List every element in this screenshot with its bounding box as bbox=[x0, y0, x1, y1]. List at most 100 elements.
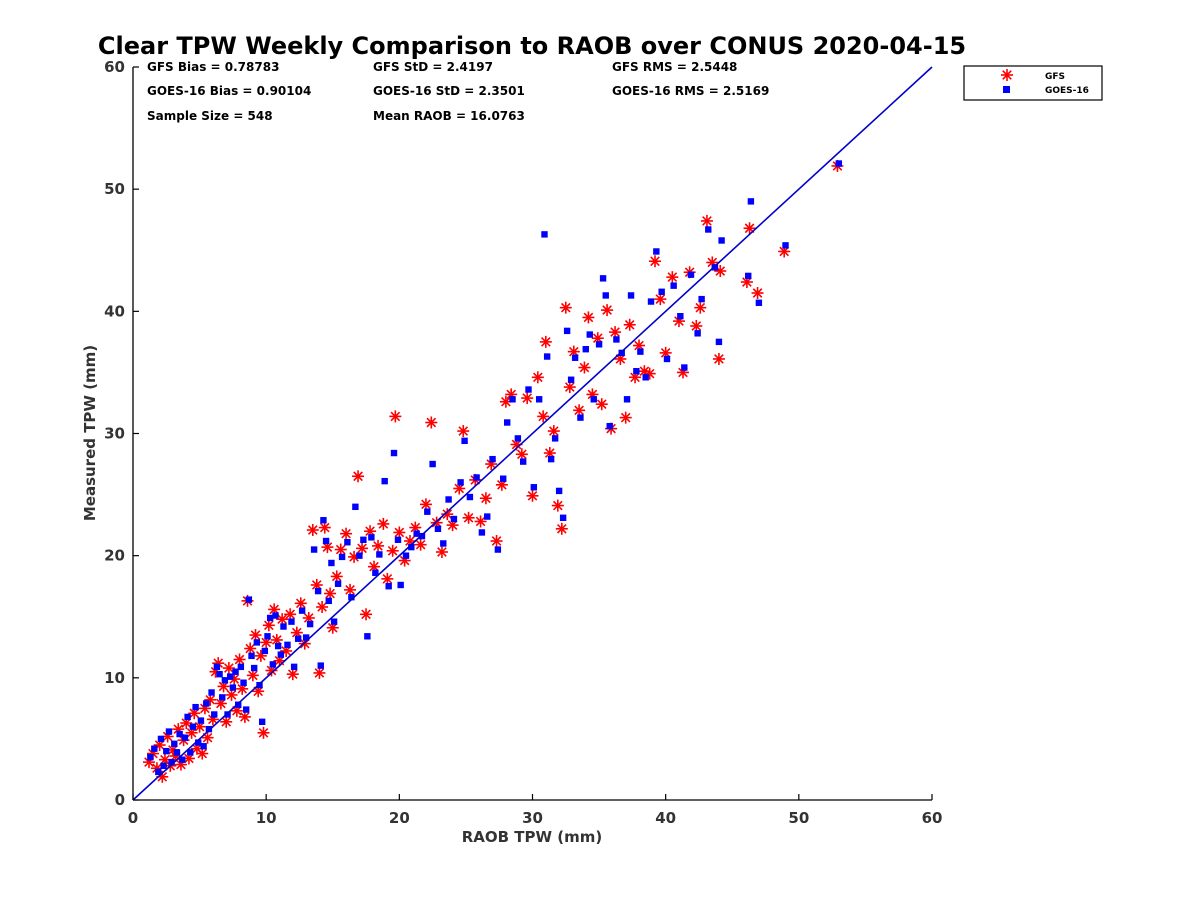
goes-16-point bbox=[633, 367, 640, 375]
goes-16-point bbox=[176, 730, 183, 738]
goes-16-point bbox=[288, 618, 295, 625]
goes-16-point bbox=[211, 711, 218, 718]
goes-16-point bbox=[356, 552, 363, 559]
goes-16-point bbox=[418, 532, 426, 540]
goes-16-point bbox=[290, 663, 298, 671]
goes-16-point bbox=[314, 587, 322, 595]
gfs-point bbox=[521, 392, 534, 405]
gfs-point bbox=[386, 544, 399, 557]
goes-16-point bbox=[461, 437, 468, 445]
goes-16-point bbox=[602, 292, 609, 299]
gfs-point bbox=[649, 255, 662, 268]
gfs-point bbox=[306, 524, 319, 537]
goes-16-point bbox=[586, 331, 593, 338]
gfs-point bbox=[743, 222, 756, 235]
gfs-point bbox=[537, 410, 550, 423]
goes-16-point bbox=[328, 559, 335, 567]
goes-16-point bbox=[192, 703, 199, 711]
goes-16-point bbox=[256, 681, 263, 689]
goes-16-point bbox=[155, 768, 162, 776]
goes-16-point bbox=[242, 706, 250, 713]
x-tick-label: 30 bbox=[522, 809, 543, 827]
gfs-point bbox=[244, 642, 257, 655]
gfs-point bbox=[377, 517, 390, 530]
goes-16-point bbox=[277, 651, 285, 658]
gfs-point bbox=[462, 511, 475, 524]
goes-16-point bbox=[360, 536, 367, 543]
x-axis-label: RAOB TPW (mm) bbox=[462, 828, 603, 846]
gfs-point bbox=[555, 522, 568, 535]
goes-16-point bbox=[543, 353, 551, 360]
goes-16-point bbox=[715, 338, 723, 346]
goes-16-point bbox=[181, 734, 189, 741]
goes-16-point bbox=[434, 525, 442, 532]
chart-title: Clear TPW Weekly Comparison to RAOB over… bbox=[98, 32, 966, 60]
goes-16-point bbox=[711, 264, 719, 271]
gfs-point bbox=[609, 326, 622, 339]
gfs-point bbox=[217, 680, 230, 693]
goes-16-point bbox=[320, 517, 327, 524]
gfs-point bbox=[324, 587, 337, 600]
goes-16-point bbox=[248, 652, 255, 660]
gfs-point bbox=[238, 710, 251, 723]
goes-16-point bbox=[187, 749, 194, 756]
goes-16-point bbox=[782, 242, 789, 249]
goes-16-point bbox=[189, 723, 197, 730]
gfs-point bbox=[360, 608, 373, 621]
gfs-point bbox=[578, 361, 591, 374]
legend-asterisk bbox=[1001, 69, 1013, 81]
y-axis-label: Measured TPW (mm) bbox=[81, 345, 99, 521]
gfs-point bbox=[214, 697, 227, 710]
stat-mean-raob: Mean RAOB = 16.0763 bbox=[373, 109, 525, 123]
goes-16-point bbox=[567, 376, 575, 383]
goes-16-point bbox=[205, 725, 213, 733]
gfs-point bbox=[712, 352, 725, 365]
goes-16-point bbox=[232, 668, 239, 675]
goes-16-point bbox=[582, 346, 589, 353]
x-ticks: 0 10 20 30 40 50 60 bbox=[128, 794, 942, 827]
y-tick-label: 40 bbox=[104, 302, 125, 320]
legend-label-goes-16: GOES-16 bbox=[1045, 86, 1089, 96]
goes-16-point bbox=[195, 739, 202, 746]
goes-16-point bbox=[445, 496, 452, 503]
goes-16-point bbox=[466, 493, 474, 501]
gfs-point bbox=[196, 747, 209, 760]
plot-area: 0 10 20 30 40 50 60 0 10 20 30 40 50 60 bbox=[104, 58, 942, 827]
goes-16-point bbox=[402, 552, 410, 559]
gfs-point bbox=[225, 688, 238, 701]
goes-16-point bbox=[547, 455, 555, 463]
x-tick-label: 20 bbox=[389, 809, 410, 827]
gfs-point bbox=[233, 653, 246, 666]
goes-16-point bbox=[563, 327, 571, 335]
goes-16-point bbox=[687, 271, 695, 278]
gfs-point bbox=[479, 492, 492, 505]
goes-16-point bbox=[372, 569, 379, 576]
legend-marker-goes-16 bbox=[1003, 86, 1010, 93]
y-tick-label: 60 bbox=[104, 58, 125, 76]
goes-16-point bbox=[284, 641, 291, 649]
goes-16-point bbox=[658, 288, 665, 295]
gfs-point bbox=[563, 381, 576, 394]
gfs-point bbox=[539, 335, 552, 348]
goes-16-point bbox=[208, 689, 215, 696]
goes-16-point bbox=[397, 581, 404, 589]
goes-16-point bbox=[364, 633, 371, 640]
gfs-point bbox=[414, 538, 427, 551]
gfs-point bbox=[290, 626, 303, 639]
gfs-point bbox=[694, 301, 707, 314]
goes-16-point bbox=[237, 663, 245, 671]
goes-16-point bbox=[500, 475, 507, 482]
goes-16-point bbox=[306, 620, 314, 628]
gfs-point bbox=[344, 583, 357, 596]
goes-16-point bbox=[653, 248, 660, 255]
goes-16-point bbox=[269, 661, 277, 668]
goes-16-point bbox=[647, 298, 655, 305]
goes-16-point bbox=[250, 664, 258, 672]
series-gfs bbox=[142, 159, 844, 783]
goes-16-point bbox=[224, 711, 231, 718]
goes-16-point bbox=[681, 364, 688, 371]
goes-16-point bbox=[197, 717, 205, 724]
gfs-point bbox=[316, 600, 329, 613]
goes-16-point bbox=[274, 642, 282, 650]
goes-16-point bbox=[559, 514, 567, 521]
